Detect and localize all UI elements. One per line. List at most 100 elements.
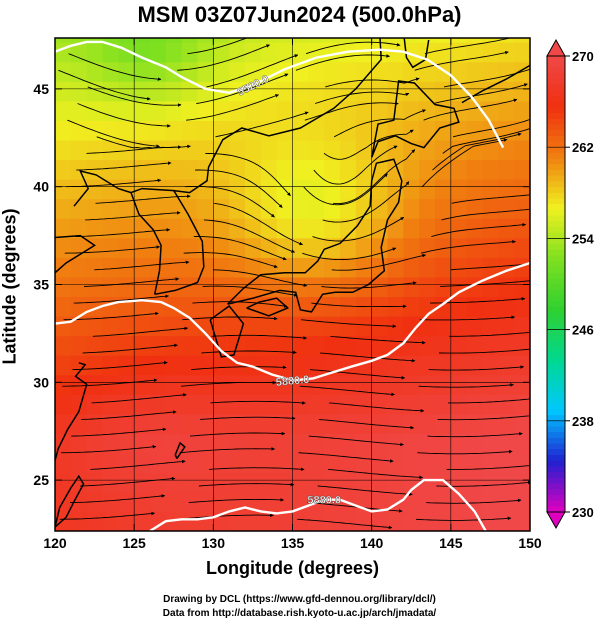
field-cell [324,315,341,337]
field-cell [419,452,436,474]
field-cell [498,394,515,415]
field-cell [450,335,468,356]
field-cell [403,38,420,43]
field-cell [102,198,120,219]
field-cell [355,41,373,63]
field-cell [403,100,420,121]
streamline [73,294,169,304]
field-cell [403,315,420,337]
field-cell [276,120,294,141]
field-cell [498,433,515,454]
field-cell [86,315,104,337]
field-cell [86,139,104,161]
field-cell [450,159,468,180]
field-cell [308,433,325,454]
field-cell [276,354,294,376]
field-cell [276,315,294,337]
field-cell [292,511,310,531]
field-cell [387,100,405,121]
field-cell [70,374,88,395]
field-cell [181,178,199,200]
field-cell [498,217,515,239]
field-cell [435,315,452,337]
field-cell [181,511,199,531]
streamline [203,219,296,253]
field-cell [403,159,420,180]
contour-line [55,40,505,149]
field-cell [435,511,452,531]
field-cell [355,139,373,161]
field-cell [355,354,373,376]
field-cell [276,38,294,43]
streamline [177,44,270,71]
field-cell [514,394,530,415]
field-cell [245,491,262,513]
field-cell [324,237,341,258]
streamline [205,152,291,197]
field-cell [450,413,468,434]
field-cell [276,433,294,454]
field-cell [371,472,389,493]
field-cell [134,335,151,356]
field-cell [355,374,373,395]
streamline [332,149,416,205]
streamline [81,410,177,420]
field-cell [86,511,104,531]
colorbar-tick-label: 238 [572,414,594,429]
field-cell [403,178,420,200]
field-cell [245,257,262,278]
field-cell [181,41,199,63]
field-cell [308,198,325,219]
field-cell [450,354,468,376]
colorbar-step [547,346,565,353]
streamline [68,53,162,81]
coastline [370,80,460,158]
field-cell [70,38,88,43]
colorbar-step [547,306,565,314]
field-cell [102,354,120,376]
field-cell [340,237,357,258]
field-cell [387,452,405,474]
field-cell [55,413,72,434]
field-cell [276,198,294,219]
streamline [323,129,414,160]
colorbar-step [547,232,565,239]
streamline [449,331,530,337]
field-cell [260,315,278,337]
field-cell [387,472,405,493]
field-cell [55,198,72,219]
coastline [55,474,85,528]
field-cell [514,374,530,395]
field-cell [435,433,452,454]
colorbar-step [547,95,565,103]
field-cell [371,61,389,82]
field-cell [498,38,515,43]
field-cell [466,472,484,493]
field-cell [450,374,468,395]
field-cell [419,257,436,278]
field-cell [498,237,515,258]
field-cell [181,413,199,434]
field-cell [292,61,310,82]
field-cell [165,100,183,121]
field-cell [197,61,215,82]
streamline [317,485,413,497]
field-cell [276,178,294,200]
field-cell [229,217,246,239]
field-cell [308,257,325,278]
field-cell [229,159,246,180]
colorbar-step [547,500,565,507]
field-cell [498,159,515,180]
field-cell [118,159,135,180]
field-cell [181,394,199,415]
colorbar-step [547,323,565,331]
field-cell [324,198,341,219]
field-cell [55,452,72,474]
field-cell [450,178,468,200]
field-cell [86,452,104,474]
colorbar-step [547,380,565,388]
field-cell [498,374,515,395]
field-cell [181,354,199,376]
field-cell [498,315,515,337]
